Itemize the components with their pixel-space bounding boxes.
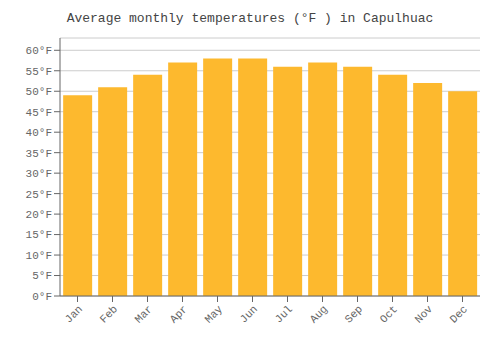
svg-text:Jun: Jun	[238, 303, 260, 325]
svg-text:May: May	[203, 303, 226, 326]
svg-text:60°F: 60°F	[26, 45, 52, 57]
svg-text:Sep: Sep	[343, 303, 365, 325]
svg-text:Nov: Nov	[413, 303, 436, 326]
svg-text:20°F: 20°F	[26, 209, 52, 221]
svg-text:35°F: 35°F	[26, 148, 52, 160]
svg-text:30°F: 30°F	[26, 168, 52, 180]
html-text:Average monthly temperatures (: Average monthly temperatures (°F ) in Ca…	[66, 11, 434, 26]
svg-text:40°F: 40°F	[26, 127, 52, 139]
svg-text:Mar: Mar	[133, 303, 155, 325]
svg-text:Feb: Feb	[98, 303, 120, 325]
svg-text:0°F: 0°F	[32, 291, 52, 303]
svg-text:25°F: 25°F	[26, 189, 52, 201]
svg-text:50°F: 50°F	[26, 86, 52, 98]
svg-text:45°F: 45°F	[26, 107, 52, 119]
svg-text:5°F: 5°F	[32, 270, 52, 282]
svg-text:Jan: Jan	[63, 303, 85, 325]
svg-text:Dec: Dec	[448, 303, 470, 325]
svg-text:15°F: 15°F	[26, 229, 52, 241]
svg-text:Apr: Apr	[168, 303, 190, 325]
svg-text:Aug: Aug	[308, 303, 330, 325]
svg-text:10°F: 10°F	[26, 250, 52, 262]
svg-text:Jul: Jul	[273, 303, 295, 325]
svg-text:55°F: 55°F	[26, 66, 52, 78]
svg-text:Oct: Oct	[378, 303, 400, 325]
